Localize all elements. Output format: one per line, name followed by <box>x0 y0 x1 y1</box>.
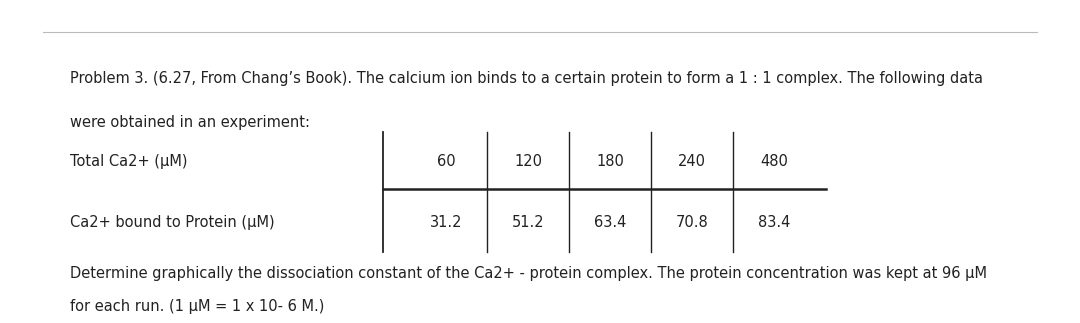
Text: Determine graphically the dissociation constant of the Ca2+ - protein complex. T: Determine graphically the dissociation c… <box>70 266 987 281</box>
Text: for each run. (1 μM = 1 x 10- 6 M.): for each run. (1 μM = 1 x 10- 6 M.) <box>70 299 325 314</box>
Text: Ca2+ bound to Protein (μM): Ca2+ bound to Protein (μM) <box>70 215 274 230</box>
Text: 120: 120 <box>514 154 542 169</box>
Text: Total Ca2+ (μM): Total Ca2+ (μM) <box>70 154 188 169</box>
Text: were obtained in an experiment:: were obtained in an experiment: <box>70 115 310 130</box>
Text: 31.2: 31.2 <box>430 215 462 230</box>
Text: 60: 60 <box>436 154 456 169</box>
Text: 240: 240 <box>678 154 706 169</box>
Text: 480: 480 <box>760 154 788 169</box>
Text: Problem 3. (6.27, From Chang’s Book). The calcium ion binds to a certain protein: Problem 3. (6.27, From Chang’s Book). Th… <box>70 71 983 86</box>
Text: 180: 180 <box>596 154 624 169</box>
Text: 63.4: 63.4 <box>594 215 626 230</box>
Text: 83.4: 83.4 <box>758 215 791 230</box>
Text: 51.2: 51.2 <box>512 215 544 230</box>
Text: 70.8: 70.8 <box>676 215 708 230</box>
